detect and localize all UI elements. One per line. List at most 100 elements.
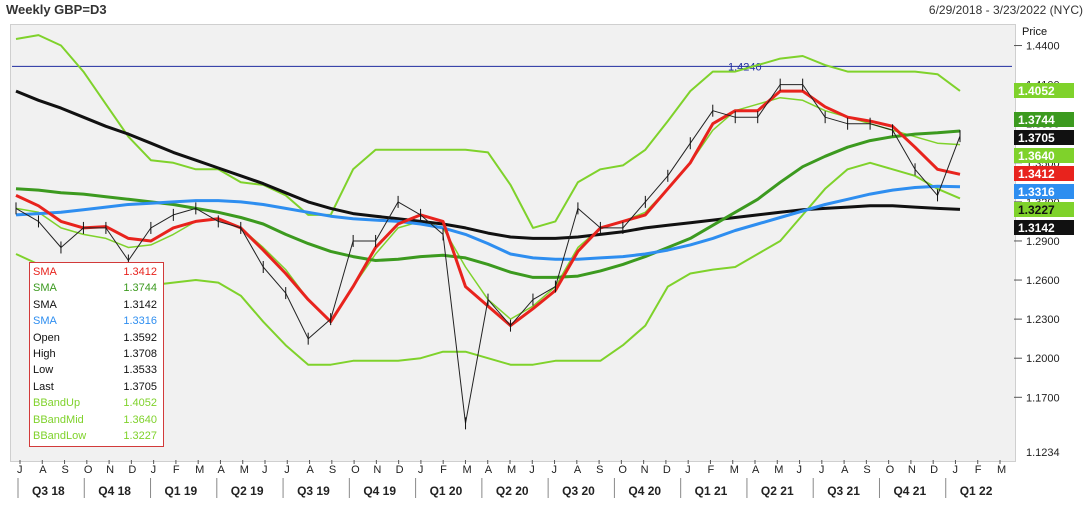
bband-lower-line	[15, 161, 961, 366]
bband-upper-line	[15, 34, 961, 229]
month-label: M	[774, 464, 783, 476]
price-tag: 1.3705	[1014, 130, 1074, 145]
month-label: J	[685, 464, 691, 476]
price-tag-value: 1.3316	[1018, 185, 1055, 199]
month-label: O	[618, 464, 627, 476]
price-tick-label: 1.2900	[1026, 236, 1060, 248]
legend-row: SMA 1.3316	[33, 315, 159, 331]
legend-label: SMA	[33, 298, 57, 311]
month-label: F	[440, 464, 447, 476]
price-tag: 1.3227	[1014, 202, 1074, 217]
price-tag-box	[1014, 184, 1074, 199]
legend-label: SMA	[33, 315, 57, 328]
legend-row: SMA 1.3744	[33, 282, 159, 298]
legend-label: BBandLow	[33, 430, 87, 442]
legend-row: BBandLow 1.3227	[33, 430, 159, 446]
price-tag-value: 1.3744	[1018, 113, 1055, 127]
month-label: M	[730, 464, 739, 476]
legend-value: 1.3744	[123, 282, 157, 295]
legend-value: 1.3640	[123, 413, 157, 426]
legend-value: 1.4052	[123, 397, 157, 410]
quarter-label: Q4 21	[893, 484, 926, 498]
month-label: D	[663, 464, 671, 476]
price-tag-value: 1.3227	[1018, 203, 1055, 217]
quarter-label: Q1 21	[695, 484, 728, 498]
month-label: F	[975, 464, 982, 476]
month-label: D	[128, 464, 136, 476]
legend-value: 1.3533	[123, 364, 157, 377]
legend-value: 1.3142	[123, 298, 157, 311]
month-label: N	[641, 464, 649, 476]
month-label: S	[863, 464, 870, 476]
sma-red-line	[15, 89, 961, 328]
month-label: A	[841, 464, 849, 476]
month-label: J	[552, 464, 558, 476]
legend-value: 1.3708	[123, 348, 157, 360]
price-tag-value: 1.3412	[1018, 167, 1055, 181]
price-tick-label: 1.1700	[1026, 392, 1060, 404]
legend-value: 1.3316	[123, 315, 157, 328]
month-label: N	[373, 464, 381, 476]
legend-label: BBandUp	[33, 397, 81, 410]
quarter-label: Q4 18	[98, 484, 131, 498]
price-tag-box	[1014, 166, 1074, 181]
price-axis-bottom-label: 1.1234	[1026, 447, 1060, 459]
month-label: A	[485, 464, 493, 476]
month-label: J	[151, 464, 157, 476]
price-tag-box	[1014, 202, 1074, 217]
legend-label: SMA	[33, 282, 57, 295]
legend-value: 1.3592	[123, 331, 157, 344]
month-label: A	[752, 464, 760, 476]
month-label: O	[84, 464, 93, 476]
legend-row: Open 1.3592	[33, 332, 159, 348]
month-label: J	[952, 464, 958, 476]
month-label: O	[886, 464, 895, 476]
month-label: N	[908, 464, 916, 476]
price-tick-label: 1.2300	[1026, 314, 1060, 326]
price-tag-value: 1.3705	[1018, 131, 1055, 145]
month-label: J	[17, 464, 23, 476]
legend-row: BBandMid 1.3640	[33, 414, 159, 430]
month-label: S	[329, 464, 336, 476]
price-tag-box	[1014, 83, 1074, 98]
month-label: A	[39, 464, 47, 476]
month-label: J	[284, 464, 290, 476]
legend-value: 1.3705	[123, 380, 157, 393]
indicator-legend: SMA 1.3412 SMA 1.3744 SMA 1.3142 SMA 1.3316 Open…	[29, 262, 164, 447]
quarter-label: Q2 20	[496, 484, 529, 498]
legend-row: SMA 1.3412	[33, 266, 159, 282]
price-tag-box	[1014, 220, 1074, 235]
month-label: A	[217, 464, 225, 476]
month-label: S	[596, 464, 603, 476]
legend-row: High 1.3708	[33, 348, 159, 364]
month-label: F	[173, 464, 180, 476]
price-tag-value: 1.3142	[1018, 221, 1055, 235]
date-range: 6/29/2018 - 3/23/2022 (NYC)	[928, 3, 1083, 17]
legend-label: Low	[33, 364, 54, 377]
legend-label: Last	[33, 380, 54, 393]
quarter-label: Q1 20	[430, 484, 463, 498]
quarter-label: Q4 19	[363, 484, 396, 498]
month-label: F	[707, 464, 714, 476]
legend-row: BBandUp 1.4052	[33, 397, 159, 413]
month-label: J	[262, 464, 268, 476]
price-tag-box	[1014, 112, 1074, 127]
plot-area[interactable]	[10, 24, 1016, 462]
price-tag-value: 1.3640	[1018, 149, 1055, 163]
quarter-label: Q3 18	[32, 484, 65, 498]
legend-row: SMA 1.3142	[33, 299, 159, 315]
quarter-label: Q4 20	[628, 484, 661, 498]
month-label: J	[819, 464, 825, 476]
quarter-label: Q2 21	[761, 484, 794, 498]
month-label: J	[797, 464, 803, 476]
month-label: D	[396, 464, 404, 476]
price-tag-value: 1.4052	[1018, 84, 1055, 98]
legend-value: 1.3412	[123, 266, 157, 278]
legend-label: BBandMid	[33, 413, 84, 426]
price-tick-label: 1.4400	[1026, 41, 1060, 53]
quarter-label: Q2 19	[231, 484, 264, 498]
quarter-label: Q1 19	[165, 484, 198, 498]
quarter-label: Q3 21	[827, 484, 860, 498]
